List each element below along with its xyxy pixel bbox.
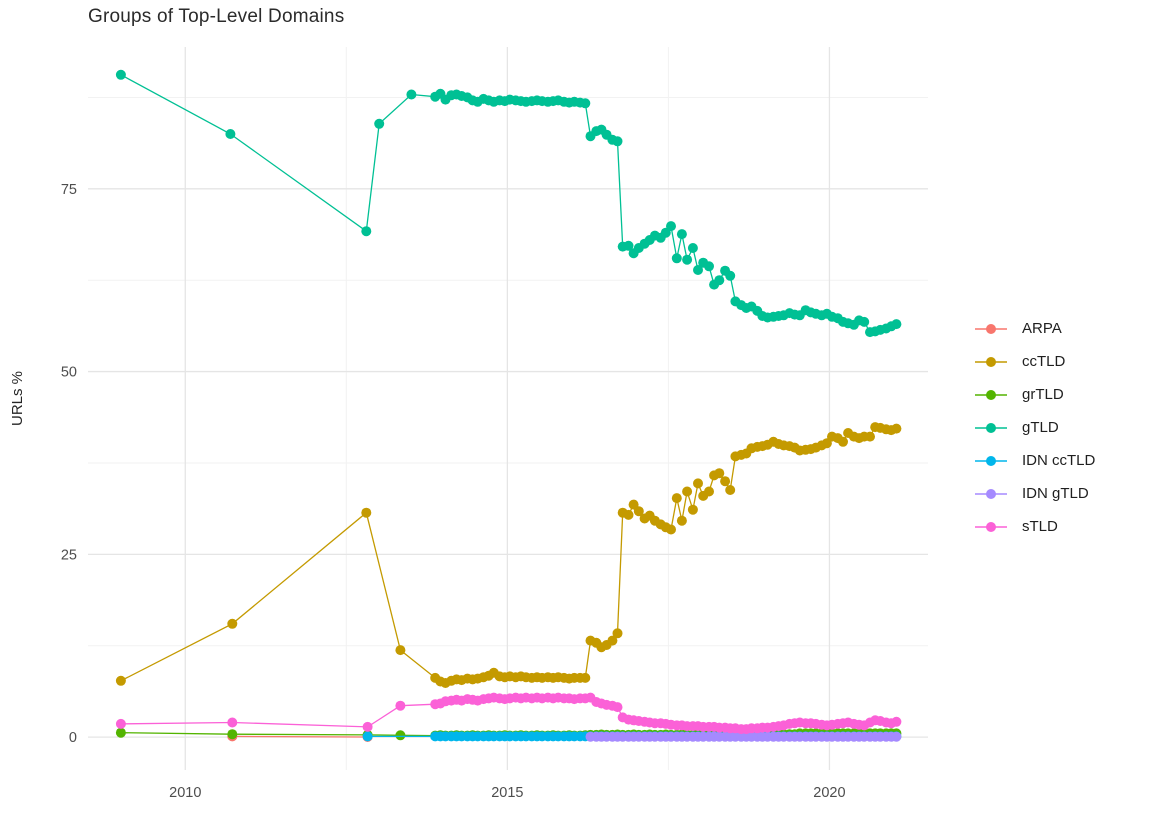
series-point-stld: [612, 702, 623, 713]
series-point-cctld: [725, 485, 736, 495]
legend-item-cctld: ccTLD: [974, 345, 1095, 378]
series-point-cctld: [687, 504, 698, 515]
series-point-gtld: [682, 254, 693, 265]
y-tick-label: 0: [69, 730, 77, 746]
series-point-grtld: [227, 729, 238, 740]
legend-label-idn_gtld: IDN gTLD: [1022, 485, 1089, 502]
series-point-gtld: [406, 89, 417, 100]
series-point-gtld: [725, 270, 736, 281]
series-line-cctld: [120, 426, 897, 684]
legend-key-icon: [975, 422, 1007, 433]
series-line-gtld: [120, 74, 897, 333]
series-point-gtld: [666, 221, 676, 232]
series-point-stld: [395, 700, 406, 711]
series-point-gtld: [714, 275, 725, 286]
series-point-cctld: [115, 675, 126, 686]
series-point-gtld: [623, 240, 634, 251]
legend-key-icon: [975, 323, 1007, 334]
series-point-cctld: [838, 436, 848, 447]
x-tick-label: 2010: [169, 785, 201, 801]
series-point-cctld: [227, 618, 238, 629]
y-tick-label: 50: [61, 365, 77, 381]
series-point-gtld: [115, 69, 126, 80]
series-point-gtld: [704, 261, 714, 272]
series-point-cctld: [682, 486, 693, 497]
series-point-gtld: [612, 136, 623, 147]
series-point-cctld: [623, 509, 634, 520]
series-point-cctld: [891, 423, 902, 434]
legend-key-icon: [975, 389, 1007, 400]
legend-key-icon: [975, 521, 1007, 532]
chart-title: Groups of Top-Level Domains: [88, 6, 345, 27]
series-point-stld: [891, 716, 902, 727]
series-point-stld: [227, 717, 238, 728]
series-point-gtld: [361, 226, 372, 237]
series-point-gtld: [580, 98, 591, 109]
legend-item-idn_gtld: IDN gTLD: [974, 477, 1095, 510]
legend-key-icon: [975, 356, 1007, 367]
legend-label-idn_cctld: IDN ccTLD: [1022, 452, 1096, 469]
legend-label-stld: sTLD: [1022, 518, 1058, 535]
legend-item-stld: sTLD: [974, 510, 1095, 543]
series-point-stld: [362, 721, 373, 732]
x-tick-label: 2015: [491, 785, 523, 801]
legend-label-arpa: ARPA: [1022, 320, 1062, 337]
legend-item-arpa: ARPA: [974, 312, 1095, 345]
series-point-cctld: [612, 628, 623, 639]
series-point-cctld: [666, 524, 676, 535]
series-point-gtld: [374, 118, 385, 129]
series-point-cctld: [633, 506, 644, 517]
series-point-cctld: [865, 431, 875, 442]
legend-key-icon: [975, 455, 1007, 466]
legend: ARPA ccTLD grTLD gTLD IDN ccTLD IDN gTLD sTLD: [974, 312, 1095, 543]
series-point-cctld: [720, 476, 731, 487]
series-line-arpa: [232, 735, 368, 738]
series-point-gtld: [225, 129, 236, 139]
series-point-cctld: [714, 468, 725, 479]
legend-item-idn_cctld: IDN ccTLD: [974, 444, 1095, 477]
series-point-cctld: [361, 507, 372, 518]
series-point-grtld: [395, 730, 406, 741]
series-point-idn_cctld: [362, 731, 373, 742]
series-point-cctld: [671, 493, 682, 504]
y-tick-label: 25: [61, 547, 77, 563]
x-tick-label: 2020: [813, 785, 845, 801]
series-point-idn_gtld: [891, 731, 902, 742]
series-point-gtld: [687, 243, 698, 253]
series-point-gtld: [676, 229, 687, 240]
y-tick-label: 75: [61, 182, 77, 198]
series-point-cctld: [704, 486, 714, 497]
legend-label-cctld: ccTLD: [1022, 353, 1066, 370]
series-point-cctld: [395, 645, 406, 656]
series-point-cctld: [580, 672, 591, 683]
series-point-cctld: [607, 635, 618, 646]
legend-label-grtld: grTLD: [1022, 386, 1064, 403]
series-point-gtld: [891, 319, 902, 330]
legend-label-gtld: gTLD: [1022, 419, 1059, 436]
series-point-stld: [115, 718, 126, 729]
series-point-gtld: [859, 316, 870, 327]
legend-key-icon: [975, 488, 1007, 499]
series-point-grtld: [115, 727, 126, 738]
legend-item-gtld: gTLD: [974, 411, 1095, 444]
series-point-gtld: [693, 265, 703, 275]
series-point-cctld: [676, 515, 687, 526]
series-point-gtld: [671, 253, 682, 264]
series-point-cctld: [693, 478, 703, 489]
legend-item-grtld: grTLD: [974, 378, 1095, 411]
